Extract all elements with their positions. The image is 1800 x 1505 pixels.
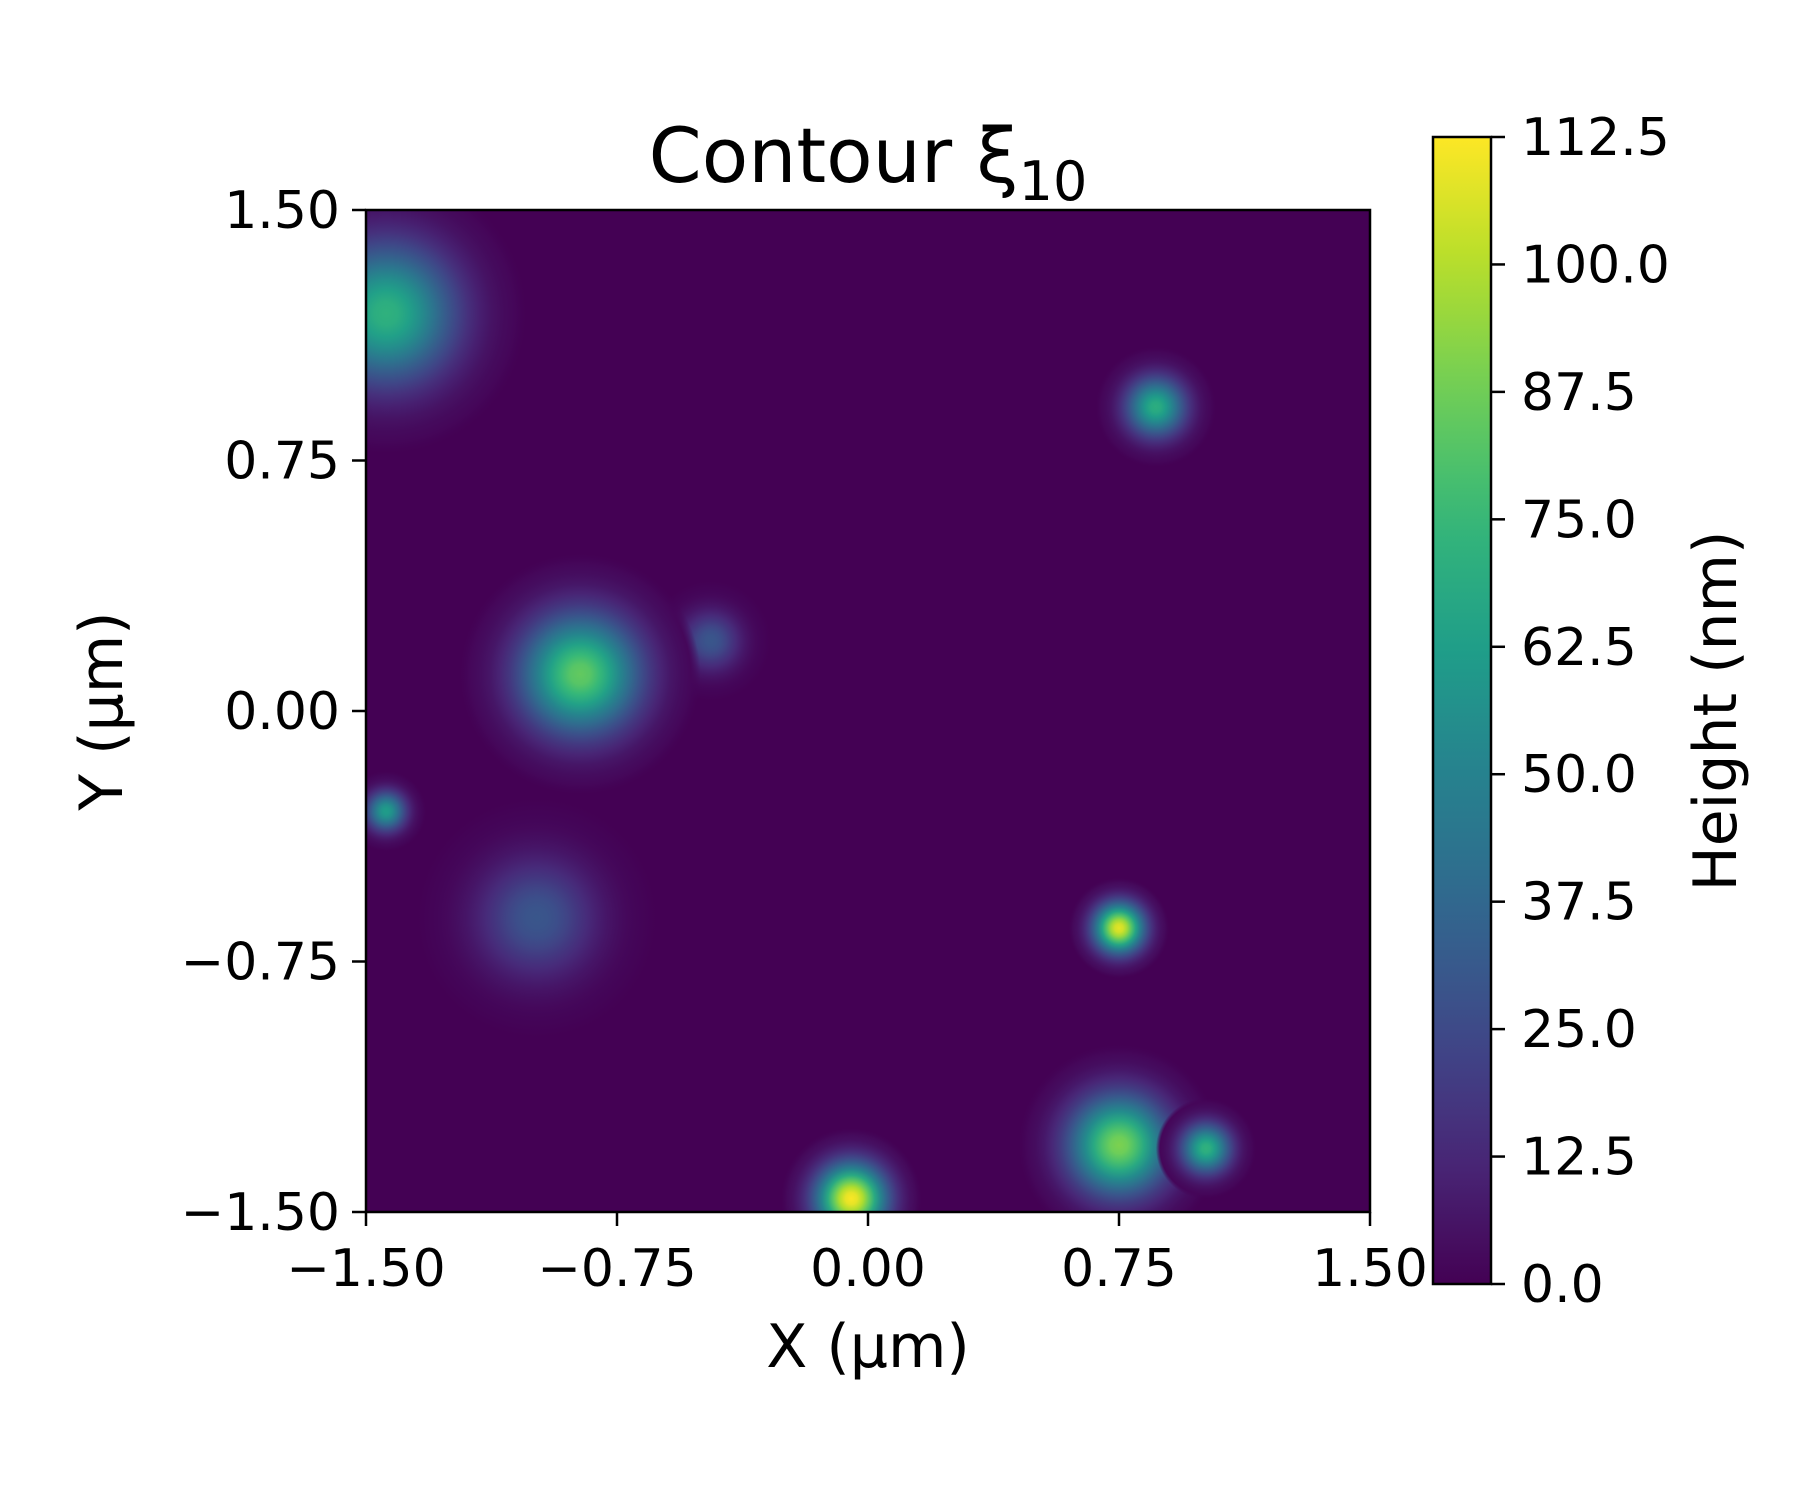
- y-tick-label: 0.00: [224, 682, 340, 742]
- y-tick-label: 0.75: [224, 432, 340, 492]
- x-tick-label: −1.50: [286, 1239, 445, 1299]
- peak-10: [781, 1128, 922, 1212]
- x-tick-label: −0.75: [537, 1239, 696, 1299]
- colorbar-tick-label: 37.5: [1521, 873, 1637, 933]
- peak-5: [366, 771, 427, 852]
- peak-1: [366, 210, 527, 455]
- colorbar-tick-label: 50.0: [1521, 745, 1637, 805]
- colorbar-tick-label: 75.0: [1521, 490, 1637, 550]
- colorbar: 0.0 12.5 25.0 37.5 50.0 62.5 75.0 87.5 100.0 112.…: [1431, 108, 1751, 1315]
- colorbar-tick-label: 12.5: [1521, 1128, 1637, 1188]
- x-axis-label: X (μm): [766, 1312, 970, 1382]
- colorbar-ticks: 0.0 12.5 25.0 37.5 50.0 62.5 75.0 87.5 100.0 112.…: [1491, 108, 1670, 1315]
- colorbar-tick-label: 62.5: [1521, 618, 1637, 678]
- peak-6: [416, 797, 658, 1039]
- colorbar-tick-label: 112.5: [1521, 108, 1670, 168]
- colorbar-tick-label: 100.0: [1521, 235, 1670, 295]
- x-axis: −1.50 −0.75 0.00 0.75 1.50: [286, 1212, 1428, 1299]
- colorbar-tick-label: 87.5: [1521, 363, 1637, 423]
- colorbar-tick-label: 25.0: [1521, 1000, 1637, 1060]
- peak-7: [1068, 877, 1170, 979]
- y-axis: −1.50 −0.75 0.00 0.75 1.50: [181, 181, 366, 1243]
- plot-area: [364, 208, 1372, 1214]
- x-tick-label: 0.00: [810, 1239, 926, 1299]
- peak-4: [459, 553, 701, 795]
- y-tick-label: 1.50: [224, 181, 340, 241]
- x-tick-label: 0.75: [1061, 1239, 1177, 1299]
- colorbar-gradient: [1433, 137, 1491, 1284]
- colorbar-label: Height (nm): [1681, 531, 1751, 892]
- chart-title-main: Contour ξ: [649, 111, 1019, 200]
- colorbar-frame: [1431, 135, 1493, 1286]
- y-axis-label: Y (μm): [67, 611, 137, 811]
- peak-2: [1095, 346, 1217, 468]
- chart-title: Contour ξ10: [649, 111, 1088, 213]
- colorbar-tick-label: 0.0: [1521, 1255, 1604, 1315]
- y-tick-label: −1.50: [181, 1183, 340, 1243]
- y-tick-label: −0.75: [181, 933, 340, 993]
- chart-title-subscript: 10: [1019, 150, 1088, 213]
- x-tick-label: 1.50: [1312, 1239, 1428, 1299]
- peaks-layer: [366, 210, 1257, 1212]
- peak-9: [1155, 1098, 1257, 1199]
